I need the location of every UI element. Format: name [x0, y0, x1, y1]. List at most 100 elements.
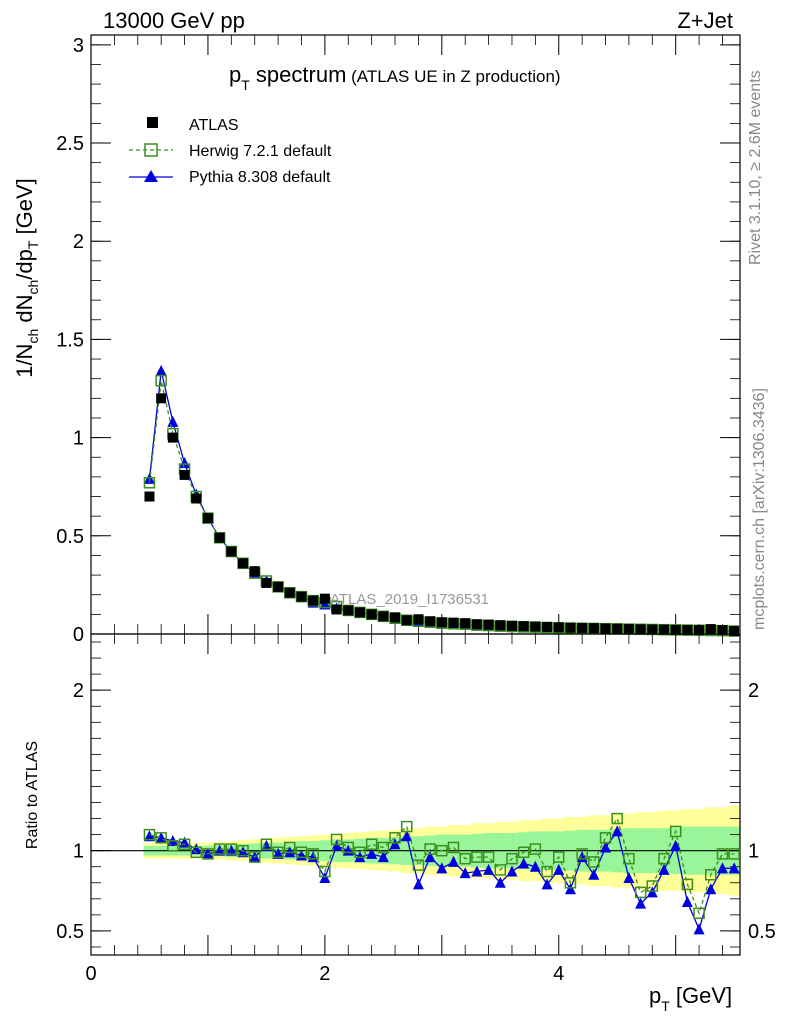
ratio-point — [424, 843, 436, 855]
ratio-point — [634, 886, 647, 899]
ratio-point — [436, 862, 448, 874]
ratio-point — [552, 851, 565, 863]
xlabel: pT [GeV] — [649, 983, 732, 1014]
main-point — [167, 415, 179, 427]
ratio-point — [506, 865, 518, 877]
ratio-point — [214, 844, 226, 856]
main-point — [471, 619, 482, 630]
ratio-point — [635, 897, 647, 909]
ratio-point — [600, 841, 612, 853]
ratio-point — [705, 869, 717, 881]
ratio-point — [517, 846, 530, 859]
main-point — [308, 595, 319, 606]
ratio-point — [576, 848, 588, 860]
ratio-point — [424, 851, 436, 863]
main-point — [483, 619, 494, 630]
ratio-point — [658, 852, 670, 865]
ratio-point — [365, 838, 378, 851]
main-point — [705, 624, 716, 635]
ratio-point — [588, 856, 600, 868]
main-point — [191, 493, 202, 504]
legend-herwig-marker — [144, 143, 158, 157]
ratio-point — [728, 862, 740, 874]
main-point — [167, 432, 178, 443]
main-point — [390, 612, 401, 623]
ratio-point — [213, 843, 226, 855]
main-point — [155, 364, 167, 376]
analysis-watermark: ATLAS_2019_I1736531 — [330, 591, 489, 608]
ratio-point — [494, 864, 507, 876]
main-point — [354, 607, 365, 618]
ratio-point — [389, 838, 401, 850]
ratio-point — [225, 843, 238, 855]
main-point — [202, 513, 213, 524]
plot-title: pT spectrum (ATLAS UE in Z production) — [229, 62, 561, 93]
header-right-label: Z+Jet — [677, 8, 733, 33]
main-point — [694, 625, 705, 636]
ratio-point — [202, 848, 214, 860]
main-point — [682, 625, 693, 636]
header-left-label: 13000 GeV pp — [103, 8, 245, 33]
main-point — [565, 622, 576, 633]
main-point — [284, 587, 295, 598]
main-point — [331, 604, 342, 615]
main-point — [448, 617, 459, 628]
main-point — [425, 616, 436, 627]
ratio-point — [623, 871, 635, 883]
main-point — [238, 558, 249, 569]
legend-atlas-marker — [147, 117, 158, 128]
main-point — [261, 577, 272, 588]
ratio-frame — [90, 633, 741, 956]
ratio-point — [319, 865, 331, 878]
main-ytick-label: 0 — [73, 624, 84, 646]
ratio-point — [564, 877, 577, 889]
ratio-point — [190, 846, 202, 859]
ratio-ytick-label-right: 2 — [748, 680, 759, 702]
ratio-point — [529, 843, 542, 855]
ratio-point — [412, 878, 424, 890]
ratio-point — [670, 839, 682, 851]
main-point — [214, 532, 225, 543]
ratio-point — [143, 830, 155, 842]
ratio-point — [506, 852, 518, 865]
ratio-point — [366, 847, 378, 859]
main-point — [378, 611, 389, 622]
main-ytick-label: 3 — [73, 35, 84, 57]
main-point — [156, 393, 167, 404]
ratio-point — [471, 865, 483, 877]
main-ytick-label: 1.5 — [56, 329, 84, 351]
ratio-point — [143, 828, 156, 841]
legend: ATLAS Herwig 7.2.1 default Pythia 8.308 … — [129, 117, 332, 186]
ratio-point — [330, 833, 343, 846]
ratio-point — [518, 857, 530, 869]
ratio-xtick-label: 2 — [319, 963, 330, 985]
main-point — [155, 374, 167, 387]
main-point — [226, 546, 237, 557]
ratio-point — [260, 838, 273, 851]
ratio-point — [178, 838, 191, 851]
ratio-xtick-label: 4 — [553, 963, 564, 985]
ratio-point — [272, 847, 284, 859]
ratio-point — [658, 863, 670, 875]
ratio-point — [447, 841, 460, 854]
ratio-point — [716, 862, 728, 874]
ratio-point — [225, 844, 237, 856]
main-point — [542, 621, 553, 632]
ratio-point — [459, 852, 471, 865]
ratio-point — [377, 851, 389, 863]
ratio-point — [342, 841, 355, 854]
main-point — [319, 593, 330, 604]
main-point — [612, 623, 623, 634]
main-ytick-label: 0.5 — [56, 526, 84, 548]
main-point — [506, 620, 517, 631]
ratio-point — [471, 851, 483, 863]
legend-herwig-label: Herwig 7.2.1 default — [189, 143, 332, 160]
ratio-point — [541, 865, 553, 878]
ratio-point — [401, 830, 413, 842]
mcplots-label: mcplots.cern.ch [arXiv:1306.3436] — [751, 388, 768, 630]
main-point — [179, 469, 190, 480]
ratio-point — [716, 848, 729, 860]
legend-atlas-label: ATLAS — [189, 117, 239, 134]
svg-text:1/Nch dNch/dpT [GeV]: 1/Nch dNch/dpT [GeV] — [12, 178, 41, 378]
main-point — [623, 624, 634, 635]
